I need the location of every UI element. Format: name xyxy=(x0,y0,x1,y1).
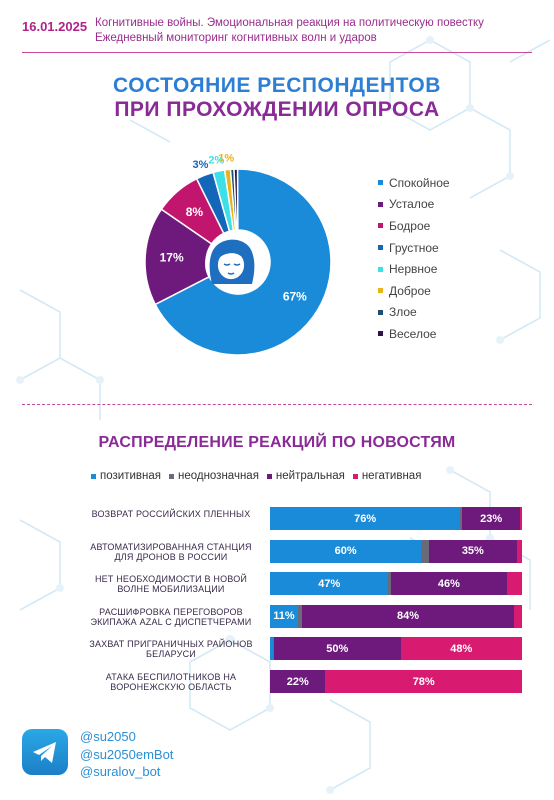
legend-label: Доброе xyxy=(389,283,431,298)
stacked-bar: 47% 46% xyxy=(270,572,522,596)
bar-category-label: АТАКА БЕСПИЛОТНИКОВ НА ВОРОНЕЖСКУЮ ОБЛАС… xyxy=(105,672,237,692)
legend-item: Злое xyxy=(378,302,450,324)
legend-label: Веселое xyxy=(389,326,437,341)
legend-swatch xyxy=(378,288,383,294)
legend-label: позитивная xyxy=(100,470,161,482)
legend-item: неоднозначная xyxy=(168,470,259,482)
legend-swatch xyxy=(91,473,96,479)
bar-segment-negative xyxy=(506,572,522,596)
handle-link[interactable]: @suralov_bot xyxy=(80,764,161,779)
pie-legend: Спокойное Усталое Бодрое Грустное Нервное Доб… xyxy=(378,172,450,345)
legend-swatch xyxy=(352,473,358,479)
legend-swatch xyxy=(378,331,383,337)
header-divider xyxy=(22,52,532,53)
bar-category-label: ЗАХВАТ ПРИГРАНИЧНЫХ РАЙОНОВ БЕЛАРУСИ xyxy=(89,639,253,660)
bar-segment-neutral: 46% xyxy=(390,572,507,596)
bar-chart-title: РАСПРЕДЕЛЕНИЕ РЕАКЦИЙ ПО НОВОСТЯМ xyxy=(98,434,456,451)
legend-label: нейтральная xyxy=(275,470,345,482)
pie-slice-label: 2% xyxy=(208,154,224,166)
legend-label: неоднозначная xyxy=(177,470,259,482)
legend-swatch xyxy=(378,245,383,251)
pie-slice-label: 67% xyxy=(283,290,307,304)
telegram-icon[interactable] xyxy=(22,729,68,775)
report-date: 16.01.2025 xyxy=(22,19,88,34)
stacked-bar: 11% 84% xyxy=(270,604,522,628)
report-subtitle: Когнитивные войны. Эмоциональная реакция… xyxy=(95,16,484,46)
legend-swatch xyxy=(378,180,383,186)
legend-swatch xyxy=(378,201,383,207)
stacked-bar: 50% 48% xyxy=(270,637,522,661)
bar-segment-positive xyxy=(270,637,273,661)
legend-item: Бодрое xyxy=(378,215,450,237)
stacked-bar: 76% 23% xyxy=(270,507,522,530)
bar-category-label: РАСШИФРОВКА ПЕРЕГОВОРОВ ЭКИПАЖА AZAL С Д… xyxy=(90,606,252,627)
subtitle-line-1: Когнитивные войны. Эмоциональная реакция… xyxy=(95,17,484,29)
stacked-bar: 22% 78% xyxy=(270,670,522,693)
bar-segment-negative xyxy=(519,507,522,530)
bar-segment-positive: 11% xyxy=(270,604,298,628)
legend-label: Злое xyxy=(389,305,417,320)
bar-segment-ambiguous xyxy=(297,604,302,628)
legend-item: негативная xyxy=(352,470,422,482)
bar-category-label: АВТОМАТИЗИРОВАННАЯ СТАНЦИЯ ДЛЯ ДРОНОВ В … xyxy=(90,541,252,562)
pie-slice-label: 1% xyxy=(218,153,234,165)
bar-category-label: ВОЗВРАТ РОССИЙСКИХ ПЛЕННЫХ xyxy=(91,509,251,519)
legend-label: Усталое xyxy=(389,197,435,212)
pie-slice-label: 3% xyxy=(192,159,208,171)
legend-label: Нервное xyxy=(389,262,438,277)
bar-segment-neutral: 35% xyxy=(428,539,517,563)
legend-item: Усталое xyxy=(378,194,450,216)
legend-swatch xyxy=(168,473,174,479)
bar-segment-neutral: 22% xyxy=(270,670,326,693)
bar-segment-neutral: 50% xyxy=(274,637,401,661)
pie-slice-calm xyxy=(154,168,332,356)
pie-slice-label: 17% xyxy=(160,251,184,265)
pie-slice-merry xyxy=(233,168,239,231)
legend-label: Грустное xyxy=(389,240,439,255)
telegram-handles: @su2050 @su2050emBot @suralov_bot xyxy=(80,728,173,781)
respondent-face-icon xyxy=(205,237,259,291)
legend-item: нейтральная xyxy=(266,470,345,482)
bar-segment-ambiguous xyxy=(460,507,463,530)
legend-swatch xyxy=(378,266,383,272)
handle-link[interactable]: @su2050emBot xyxy=(80,746,174,762)
bar-segment-negative xyxy=(516,539,522,563)
bar-segment-negative xyxy=(514,604,522,628)
legend-item: Спокойное xyxy=(378,172,450,194)
legend-swatch xyxy=(266,473,272,479)
legend-item: Доброе xyxy=(378,280,450,302)
bar-segment-positive: 60% xyxy=(270,539,422,563)
handle-link[interactable]: @su2050 xyxy=(80,729,136,744)
bar-segment-ambiguous xyxy=(272,637,275,661)
pie-chart-title-line-2: ПРИ ПРОХОЖДЕНИИ ОПРОСА xyxy=(114,98,440,121)
legend-item: Грустное xyxy=(378,237,450,259)
bar-segment-neutral: 84% xyxy=(301,604,515,628)
bar-segment-negative: 78% xyxy=(325,670,522,693)
bar-segment-neutral: 23% xyxy=(462,507,520,530)
legend-item: Нервное xyxy=(378,258,450,280)
legend-label: негативная xyxy=(361,470,422,482)
bar-legend: позитивная неоднозначная нейтральная негати… xyxy=(91,470,429,482)
legend-item: позитивная xyxy=(91,470,161,482)
legend-swatch xyxy=(378,309,383,315)
subtitle-line-2: Ежедневный мониторинг когнитивных волн и… xyxy=(95,32,377,44)
bar-segment-positive: 76% xyxy=(270,507,461,530)
legend-label: Спокойное xyxy=(389,175,450,190)
legend-swatch xyxy=(378,223,383,229)
pie-slice-label: 8% xyxy=(186,205,204,219)
bar-segment-positive: 47% xyxy=(270,572,389,596)
bar-category-label: НЕТ НЕОБХОДИМОСТИ В НОВОЙ ВОЛНЕ МОБИЛИЗА… xyxy=(94,574,248,595)
bar-segment-ambiguous xyxy=(421,539,429,563)
pie-chart-title-line-1: СОСТОЯНИЕ РЕСПОНДЕНТОВ xyxy=(113,74,441,97)
legend-item: Веселое xyxy=(378,323,450,345)
bar-segment-negative: 48% xyxy=(400,637,522,661)
section-divider xyxy=(22,404,532,405)
stacked-bar: 60% 35% xyxy=(270,539,522,563)
bar-segment-ambiguous xyxy=(388,572,391,596)
legend-label: Бодрое xyxy=(389,218,431,233)
